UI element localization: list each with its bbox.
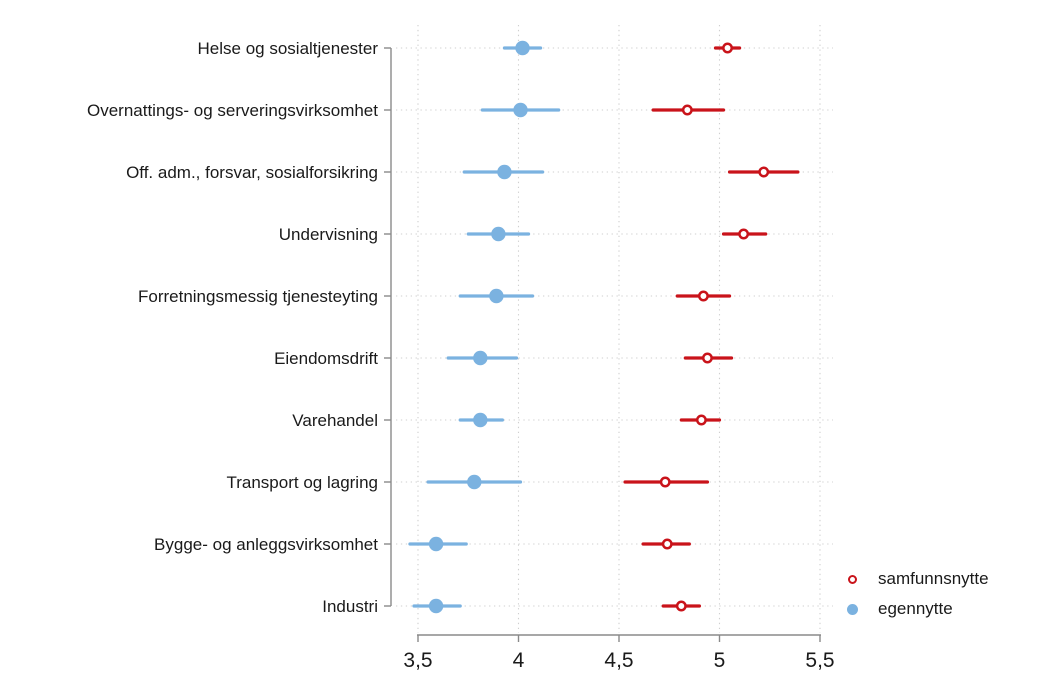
samfunnsnytte-marker <box>701 352 713 364</box>
samfunnsnytte-marker <box>738 228 750 240</box>
category-label: Helse og sosialtjenester <box>198 39 379 58</box>
x-tick-label: 4 <box>513 649 525 672</box>
samfunnsnytte-marker <box>722 42 733 54</box>
samfunnsnytte-marker <box>695 414 707 426</box>
legend-item-samfunnsnytte: samfunnsnytte <box>846 564 989 594</box>
category-label: Industri <box>322 597 378 616</box>
x-tick-label: 5 <box>714 649 726 672</box>
samfunnsnytte-marker <box>758 166 770 178</box>
egennytte-marker <box>489 288 504 304</box>
category-label: Eiendomsdrift <box>274 349 378 368</box>
egennytte-marker <box>467 474 482 490</box>
samfunnsnytte-marker <box>697 290 709 302</box>
category-label: Undervisning <box>279 225 378 244</box>
category-label: Overnattings- og serveringsvirksomhet <box>87 101 378 120</box>
red-hollow-circle-icon <box>846 574 858 584</box>
egennytte-marker <box>428 598 444 614</box>
x-tick-label: 4,5 <box>604 649 633 672</box>
egennytte-marker <box>473 412 488 428</box>
egennytte-marker <box>513 102 528 118</box>
chart-legend: samfunnsnytte egennytte <box>846 564 989 624</box>
samfunnsnytte-marker <box>659 476 671 488</box>
blue-filled-circle-icon <box>846 603 858 615</box>
category-label: Bygge- og anleggsvirksomhet <box>154 535 378 554</box>
x-tick-label: 3,5 <box>403 649 432 672</box>
egennytte-marker <box>491 226 506 242</box>
egennytte-marker <box>497 164 512 180</box>
legend-item-egennytte: egennytte <box>846 594 989 624</box>
x-tick-label: 5,5 <box>805 649 834 672</box>
egennytte-marker <box>515 40 530 56</box>
samfunnsnytte-marker <box>675 600 687 612</box>
category-label: Transport og lagring <box>226 473 378 492</box>
category-label: Off. adm., forsvar, sosialforsikring <box>126 163 378 182</box>
legend-label: samfunnsnytte <box>878 569 989 588</box>
egennytte-marker <box>473 350 488 366</box>
samfunnsnytte-marker <box>661 538 673 550</box>
egennytte-marker <box>428 536 444 552</box>
category-label: Varehandel <box>292 411 378 430</box>
category-label: Forretningsmessig tjenesteyting <box>138 287 378 306</box>
samfunnsnytte-marker <box>681 104 693 116</box>
legend-label: egennytte <box>878 599 953 618</box>
